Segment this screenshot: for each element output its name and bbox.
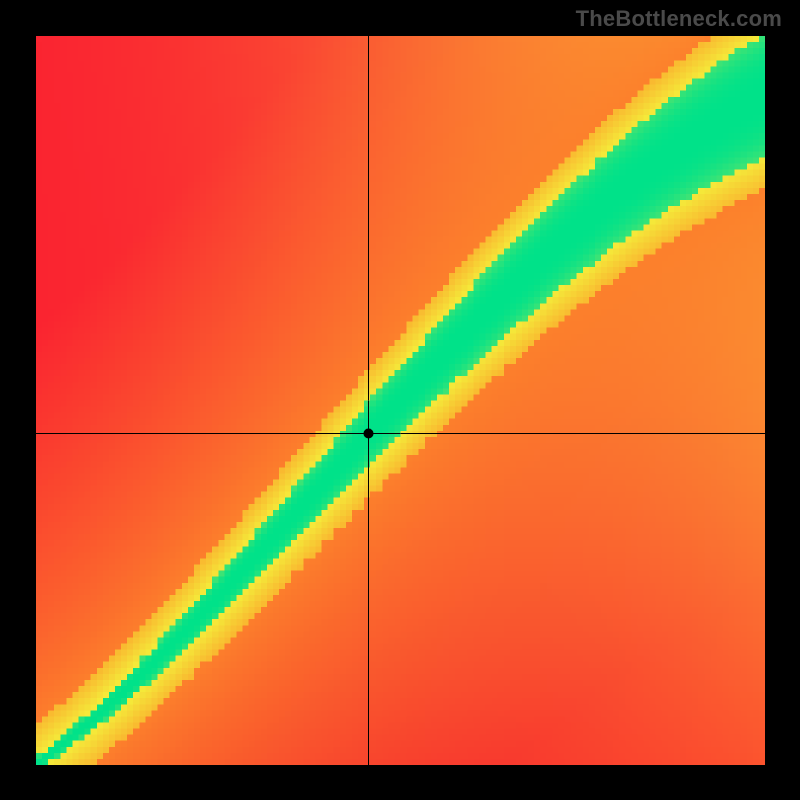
chart-container: { "watermark": { "text": "TheBottleneck.… bbox=[0, 0, 800, 800]
crosshair-overlay bbox=[36, 36, 765, 765]
watermark-text: TheBottleneck.com bbox=[576, 6, 782, 32]
